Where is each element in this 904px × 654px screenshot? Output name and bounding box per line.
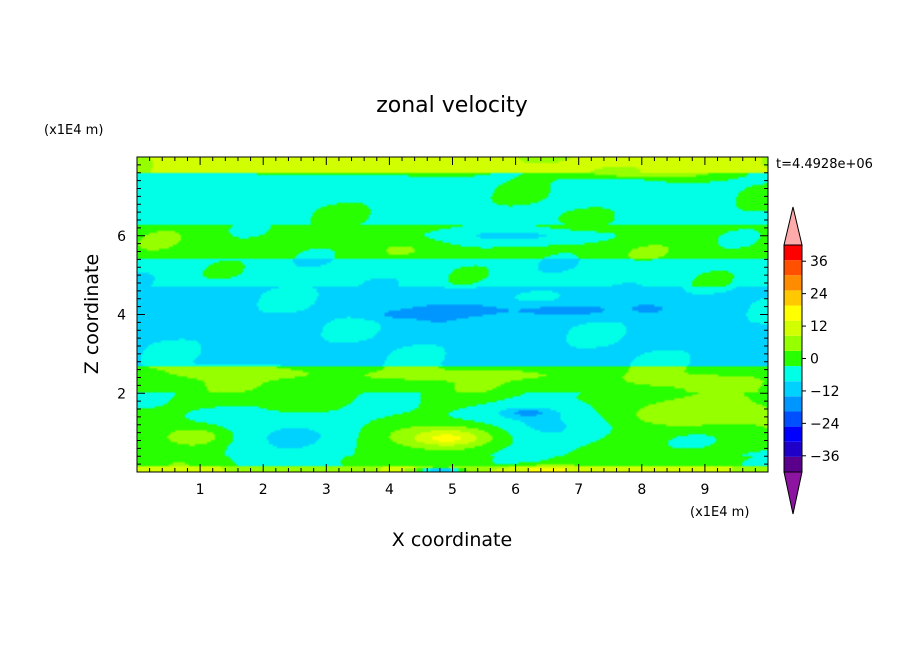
colorbar-swatch xyxy=(784,275,802,291)
y-tick-label: 4 xyxy=(117,308,126,324)
colorbar-tick-label: −24 xyxy=(810,416,840,432)
x-tick-label: 3 xyxy=(322,482,331,498)
y-unit-label: (x1E4 m) xyxy=(44,123,103,138)
x-tick-label: 2 xyxy=(259,482,268,498)
x-tick-label: 6 xyxy=(511,482,520,498)
time-label: t=4.4928e+06 xyxy=(776,157,873,172)
x-tick-label: 5 xyxy=(448,482,457,498)
x-tick-label: 1 xyxy=(196,482,205,498)
colorbar-swatch xyxy=(784,245,802,261)
colorbar-tick-label: 36 xyxy=(810,254,828,270)
colorbar-swatch xyxy=(784,350,802,367)
colorbar-tick-label: −36 xyxy=(810,449,840,465)
x-tick-label: 9 xyxy=(700,482,709,498)
colorbar-swatch xyxy=(784,441,802,457)
colorbar-tick-label: 12 xyxy=(810,319,828,335)
colorbar-swatch xyxy=(784,305,802,321)
velocity-field-image xyxy=(137,157,768,472)
y-tick-marks xyxy=(137,156,768,473)
x-tick-labels: 1 2 3 4 5 6 7 8 9 xyxy=(196,482,710,498)
colorbar-swatch xyxy=(784,426,802,442)
y-tick-label: 2 xyxy=(117,386,126,402)
colorbar-tick-label: 0 xyxy=(810,352,819,368)
colorbar-over-triangle xyxy=(783,206,803,246)
colorbar-under-triangle xyxy=(783,471,803,515)
colorbar xyxy=(783,206,806,515)
y-tick-labels: 2 4 6 xyxy=(117,229,126,403)
colorbar-swatch xyxy=(784,320,802,336)
colorbar-tick-label: −12 xyxy=(810,384,840,400)
x-tick-label: 8 xyxy=(637,482,646,498)
y-axis-label: Z coordinate xyxy=(81,254,103,374)
colorbar-swatch xyxy=(784,411,802,427)
colorbar-tick-labels: 36 24 12 0 −12 −24 −36 xyxy=(810,254,840,465)
colorbar-swatch xyxy=(784,381,802,397)
x-tick-label: 4 xyxy=(385,482,394,498)
x-unit-label: (x1E4 m) xyxy=(690,505,749,520)
x-axis-label: X coordinate xyxy=(392,529,512,551)
plot-area: 1 2 3 4 5 6 7 8 9 2 4 6 xyxy=(117,156,769,498)
y-tick-label: 6 xyxy=(117,229,126,245)
colorbar-swatch xyxy=(784,366,802,382)
colorbar-swatch xyxy=(784,456,802,472)
colorbar-tick-label: 24 xyxy=(810,287,828,303)
colorbar-swatch xyxy=(784,290,802,306)
x-tick-marks xyxy=(136,157,769,472)
colorbar-swatch xyxy=(784,396,802,412)
chart-title: zonal velocity xyxy=(376,93,528,118)
x-tick-label: 7 xyxy=(574,482,583,498)
colorbar-swatch xyxy=(784,335,802,351)
colorbar-swatch xyxy=(784,260,802,276)
